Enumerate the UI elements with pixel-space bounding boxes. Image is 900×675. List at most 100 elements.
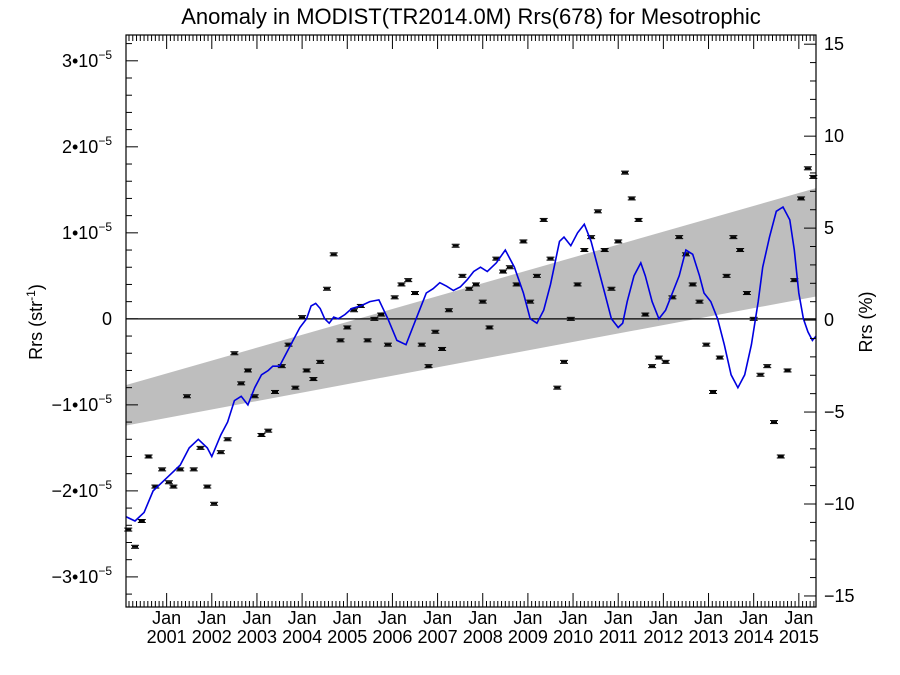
data-point	[485, 325, 494, 330]
data-point	[444, 308, 453, 313]
data-point	[499, 269, 508, 274]
x-tick-year: 2001	[147, 627, 187, 647]
data-point	[566, 316, 575, 321]
x-tick-year: 2004	[282, 627, 322, 647]
data-point	[532, 273, 541, 278]
data-point	[471, 282, 480, 287]
data-point	[722, 273, 731, 278]
x-tick-year: 2007	[418, 627, 458, 647]
left-y-axis: 3•10−5 2•10−5 1•10−5 0 −1•10−5 −2•10−5 −3•10−5	[51, 43, 138, 595]
data-point	[431, 329, 440, 334]
x-tick-year: 2002	[192, 627, 232, 647]
data-point	[417, 342, 426, 347]
x-tick-year: 2006	[372, 627, 412, 647]
data-point	[749, 316, 758, 321]
left-tick-label: −1•10−5	[51, 392, 112, 415]
data-point	[309, 377, 318, 382]
x-tick-year: 2011	[599, 627, 638, 647]
data-point	[137, 518, 146, 523]
data-point	[519, 239, 528, 244]
data-point	[243, 368, 252, 373]
x-tick-year: 2008	[463, 627, 503, 647]
x-tick-month: Jan	[333, 608, 362, 628]
right-tick-label: 10	[824, 126, 844, 146]
data-point	[634, 217, 643, 222]
data-point	[614, 239, 623, 244]
data-point	[702, 342, 711, 347]
data-point	[776, 454, 785, 459]
x-tick-month: Jan	[242, 608, 271, 628]
left-tick-label: 2•10−5	[62, 134, 112, 157]
data-point	[158, 467, 167, 472]
data-point	[681, 252, 690, 257]
x-tick-month: Jan	[784, 608, 813, 628]
right-axis-title: Rrs (%)	[856, 292, 876, 353]
data-point	[189, 467, 198, 472]
data-point	[216, 450, 225, 455]
data-point	[580, 248, 589, 253]
x-tick-year: 2003	[237, 627, 277, 647]
data-point	[164, 480, 173, 485]
data-point	[230, 351, 239, 356]
series-line	[125, 205, 817, 522]
right-tick-label: 5	[824, 218, 834, 238]
right-tick-label: 15	[824, 34, 844, 54]
data-point	[553, 385, 562, 390]
data-point	[478, 299, 487, 304]
data-point	[363, 338, 372, 343]
x-axis: Jan2001Jan2002Jan2003Jan2004Jan2005Jan20…	[128, 35, 819, 647]
data-point	[397, 282, 406, 287]
left-tick-label: 1•10−5	[62, 220, 112, 243]
x-tick-year: 2009	[508, 627, 548, 647]
right-tick-label: −10	[824, 494, 855, 514]
data-point	[803, 166, 812, 171]
x-tick-year: 2012	[643, 627, 683, 647]
data-point	[411, 291, 420, 296]
data-point	[264, 428, 273, 433]
data-point	[210, 501, 219, 506]
data-point	[438, 346, 447, 351]
x-tick-month: Jan	[152, 608, 181, 628]
data-point	[573, 282, 582, 287]
x-tick-year: 2010	[553, 627, 593, 647]
x-tick-month: Jan	[694, 608, 723, 628]
data-point	[316, 359, 325, 364]
x-tick-year: 2015	[779, 627, 819, 647]
data-point	[424, 364, 433, 369]
data-point	[291, 385, 300, 390]
data-point	[742, 291, 751, 296]
data-point	[343, 325, 352, 330]
data-point	[648, 364, 657, 369]
left-tick-label: −2•10−5	[51, 478, 112, 501]
band-area	[126, 188, 816, 426]
x-tick-month: Jan	[649, 608, 678, 628]
data-point	[404, 278, 413, 283]
data-point	[770, 420, 779, 425]
data-point	[131, 544, 140, 549]
data-point	[223, 437, 232, 442]
left-tick-label: −3•10−5	[51, 564, 112, 587]
data-point	[546, 256, 555, 261]
data-point	[451, 243, 460, 248]
x-tick-month: Jan	[288, 608, 317, 628]
x-tick-month: Jan	[604, 608, 633, 628]
right-y-axis: 15 10 5 0 −5 −10 −15	[804, 34, 855, 606]
data-point	[641, 312, 650, 317]
data-point	[797, 196, 806, 201]
left-tick-label: 0	[102, 309, 112, 329]
x-tick-month: Jan	[739, 608, 768, 628]
data-point	[756, 372, 765, 377]
data-point	[763, 364, 772, 369]
right-tick-label: −5	[824, 402, 845, 422]
chart-title: Anomaly in MODIST(TR2014.0M) Rrs(678) fo…	[181, 4, 761, 29]
x-tick-year: 2005	[327, 627, 367, 647]
data-point	[196, 445, 205, 450]
data-point	[654, 355, 663, 360]
x-tick-month: Jan	[513, 608, 542, 628]
x-tick-month: Jan	[378, 608, 407, 628]
data-point	[390, 295, 399, 300]
data-point	[383, 342, 392, 347]
data-point	[169, 484, 178, 489]
data-point	[377, 312, 386, 317]
data-point	[329, 252, 338, 257]
